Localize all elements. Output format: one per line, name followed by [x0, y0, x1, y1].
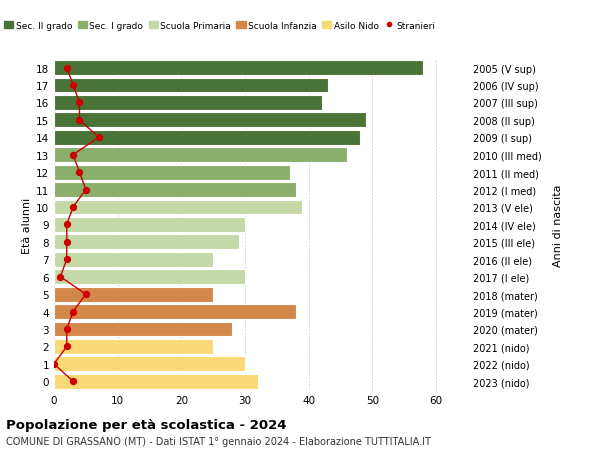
Bar — [54, 165, 290, 180]
Bar — [54, 252, 213, 267]
Bar — [54, 235, 239, 250]
Point — [74, 100, 84, 107]
Point — [56, 274, 65, 281]
Point — [68, 204, 78, 211]
Point — [68, 151, 78, 159]
Bar — [54, 304, 296, 319]
Point — [62, 256, 71, 263]
Point — [81, 186, 91, 194]
Point — [62, 325, 71, 333]
Point — [68, 308, 78, 315]
Bar — [54, 270, 245, 285]
Bar — [54, 339, 213, 354]
Bar — [54, 374, 258, 389]
Point — [62, 221, 71, 229]
Bar — [54, 130, 360, 146]
Bar — [54, 218, 245, 232]
Point — [62, 343, 71, 350]
Bar — [54, 78, 328, 93]
Bar — [54, 287, 213, 302]
Bar — [54, 183, 296, 197]
Text: COMUNE DI GRASSANO (MT) - Dati ISTAT 1° gennaio 2024 - Elaborazione TUTTITALIA.I: COMUNE DI GRASSANO (MT) - Dati ISTAT 1° … — [6, 436, 431, 446]
Bar — [54, 322, 232, 336]
Bar — [54, 61, 424, 76]
Text: Popolazione per età scolastica - 2024: Popolazione per età scolastica - 2024 — [6, 418, 287, 431]
Point — [68, 82, 78, 90]
Point — [49, 360, 59, 368]
Bar — [54, 96, 322, 111]
Bar — [54, 113, 366, 128]
Point — [81, 291, 91, 298]
Point — [94, 134, 103, 142]
Bar — [54, 148, 347, 163]
Point — [74, 169, 84, 176]
Bar — [54, 200, 302, 215]
Y-axis label: Età alunni: Età alunni — [22, 197, 32, 253]
Legend: Sec. II grado, Sec. I grado, Scuola Primaria, Scuola Infanzia, Asilo Nido, Stran: Sec. II grado, Sec. I grado, Scuola Prim… — [1, 18, 439, 34]
Y-axis label: Anni di nascita: Anni di nascita — [553, 184, 563, 266]
Bar — [54, 357, 245, 371]
Point — [68, 378, 78, 385]
Point — [62, 239, 71, 246]
Point — [62, 65, 71, 72]
Point — [74, 117, 84, 124]
